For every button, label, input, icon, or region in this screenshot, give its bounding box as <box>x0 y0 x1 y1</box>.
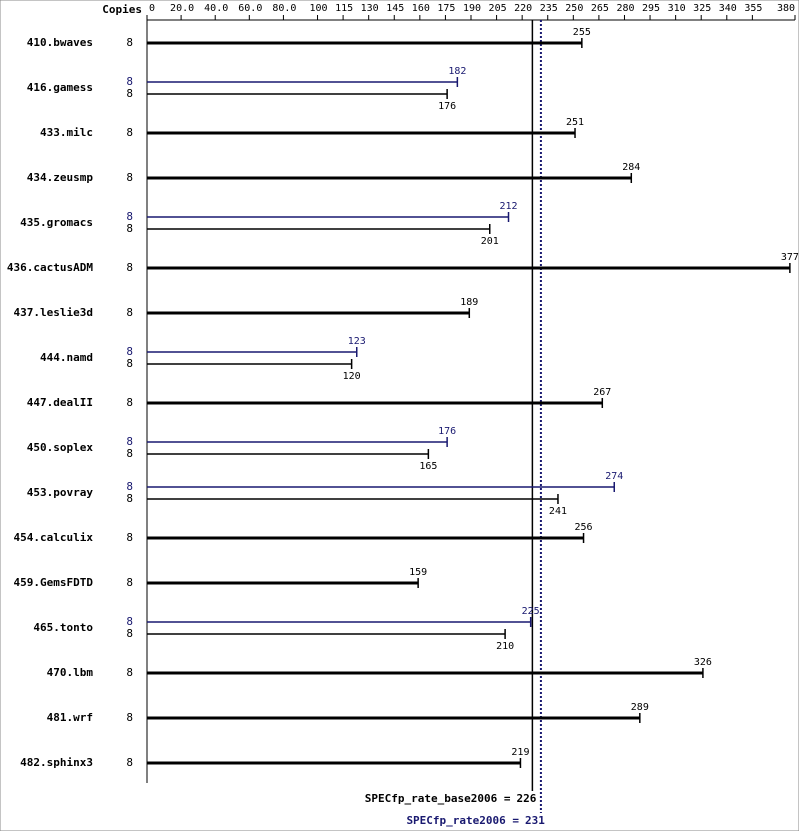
value-label: 289 <box>631 702 649 713</box>
value-label: 201 <box>481 236 499 247</box>
reference-name: SPECfp_rate2006 = <box>406 814 519 827</box>
copies: 8 <box>126 36 133 49</box>
x-tick-label: 295 <box>642 3 660 14</box>
copies: 8 <box>126 396 133 409</box>
reference-value: 226 <box>517 792 537 805</box>
x-tick-label: 325 <box>693 3 711 14</box>
value-label: 377 <box>781 252 799 263</box>
y-tick-label: 437.leslie3d <box>14 306 93 319</box>
y-tick-label: 410.bwaves <box>27 36 93 49</box>
y-tick-label: 436.cactusADM <box>7 261 93 274</box>
x-tick-label: 60.0 <box>238 3 262 14</box>
value-label: 256 <box>575 522 593 533</box>
y-tick-label: 481.wrf <box>47 711 93 724</box>
y-tick-label: 450.soplex <box>27 441 94 454</box>
x-tick-label: 380 <box>777 3 795 14</box>
value-label: 176 <box>438 426 456 437</box>
reference-label: SPECfp_rate_base2006 = 226 <box>365 792 537 805</box>
value-label: 255 <box>573 27 591 38</box>
y-tick-label: 416.gamess <box>27 81 93 94</box>
reference-name: SPECfp_rate_base2006 = <box>365 792 511 805</box>
x-tick-label: 130 <box>361 3 379 14</box>
copies: 8 <box>126 222 133 235</box>
x-tick-label: 280 <box>616 3 634 14</box>
copies: 8 <box>126 87 133 100</box>
y-tick-label: 433.milc <box>40 126 93 139</box>
copies: 8 <box>126 75 133 88</box>
x-tick-label: 175 <box>437 3 455 14</box>
y-tick-label: 435.gromacs <box>20 216 93 229</box>
copies: 8 <box>126 126 133 139</box>
y-tick-label: 465.tonto <box>33 621 93 634</box>
copies: 8 <box>126 171 133 184</box>
value-label: 120 <box>343 371 361 382</box>
value-label: 176 <box>438 101 456 112</box>
x-tick-label: 145 <box>386 3 404 14</box>
copies: 8 <box>126 480 133 493</box>
value-label: 210 <box>496 641 514 652</box>
value-label: 241 <box>549 506 567 517</box>
value-label: 182 <box>448 66 466 77</box>
copies: 8 <box>126 210 133 223</box>
copies: 8 <box>126 261 133 274</box>
value-label: 225 <box>522 606 540 617</box>
x-tick-label: 190 <box>463 3 481 14</box>
copies-header: Copies <box>102 3 142 16</box>
x-tick-label: 0 <box>149 3 155 14</box>
y-tick-label: 459.GemsFDTD <box>14 576 94 589</box>
x-tick-label: 220 <box>514 3 532 14</box>
value-label: 219 <box>511 747 529 758</box>
value-label: 251 <box>566 117 584 128</box>
value-label: 212 <box>499 201 517 212</box>
value-label: 267 <box>593 387 611 398</box>
copies: 8 <box>126 306 133 319</box>
value-label: 123 <box>348 336 366 347</box>
copies: 8 <box>126 357 133 370</box>
copies: 8 <box>126 492 133 505</box>
copies: 8 <box>126 711 133 724</box>
x-tick-label: 250 <box>565 3 583 14</box>
x-tick-label: 100 <box>309 3 327 14</box>
copies: 8 <box>126 576 133 589</box>
x-tick-label: 115 <box>335 3 353 14</box>
copies: 8 <box>126 615 133 628</box>
x-tick-label: 310 <box>668 3 686 14</box>
copies: 8 <box>126 447 133 460</box>
copies: 8 <box>126 666 133 679</box>
copies: 8 <box>126 435 133 448</box>
copies: 8 <box>126 531 133 544</box>
value-label: 326 <box>694 657 712 668</box>
y-tick-label: 470.lbm <box>47 666 94 679</box>
value-label: 189 <box>460 297 478 308</box>
x-tick-label: 265 <box>591 3 609 14</box>
x-tick-label: 80.0 <box>272 3 296 14</box>
y-tick-label: 453.povray <box>27 486 94 499</box>
x-tick-label: 205 <box>489 3 507 14</box>
x-tick-label: 340 <box>719 3 737 14</box>
x-tick-label: 160 <box>412 3 430 14</box>
y-tick-label: 454.calculix <box>14 531 94 544</box>
x-tick-label: 355 <box>744 3 762 14</box>
copies: 8 <box>126 627 133 640</box>
y-tick-label: 434.zeusmp <box>27 171 94 184</box>
y-tick-label: 444.namd <box>40 351 93 364</box>
copies: 8 <box>126 756 133 769</box>
copies: 8 <box>126 345 133 358</box>
value-label: 284 <box>622 162 640 173</box>
x-tick-label: 20.0 <box>170 3 194 14</box>
value-label: 274 <box>605 471 623 482</box>
value-label: 165 <box>419 461 437 472</box>
x-tick-label: 40.0 <box>204 3 228 14</box>
value-label: 159 <box>409 567 427 578</box>
reference-value: 231 <box>525 814 545 827</box>
y-tick-label: 482.sphinx3 <box>20 756 93 769</box>
y-tick-label: 447.dealII <box>27 396 93 409</box>
x-tick-label: 235 <box>540 3 558 14</box>
reference-label: SPECfp_rate2006 = 231 <box>406 814 545 827</box>
